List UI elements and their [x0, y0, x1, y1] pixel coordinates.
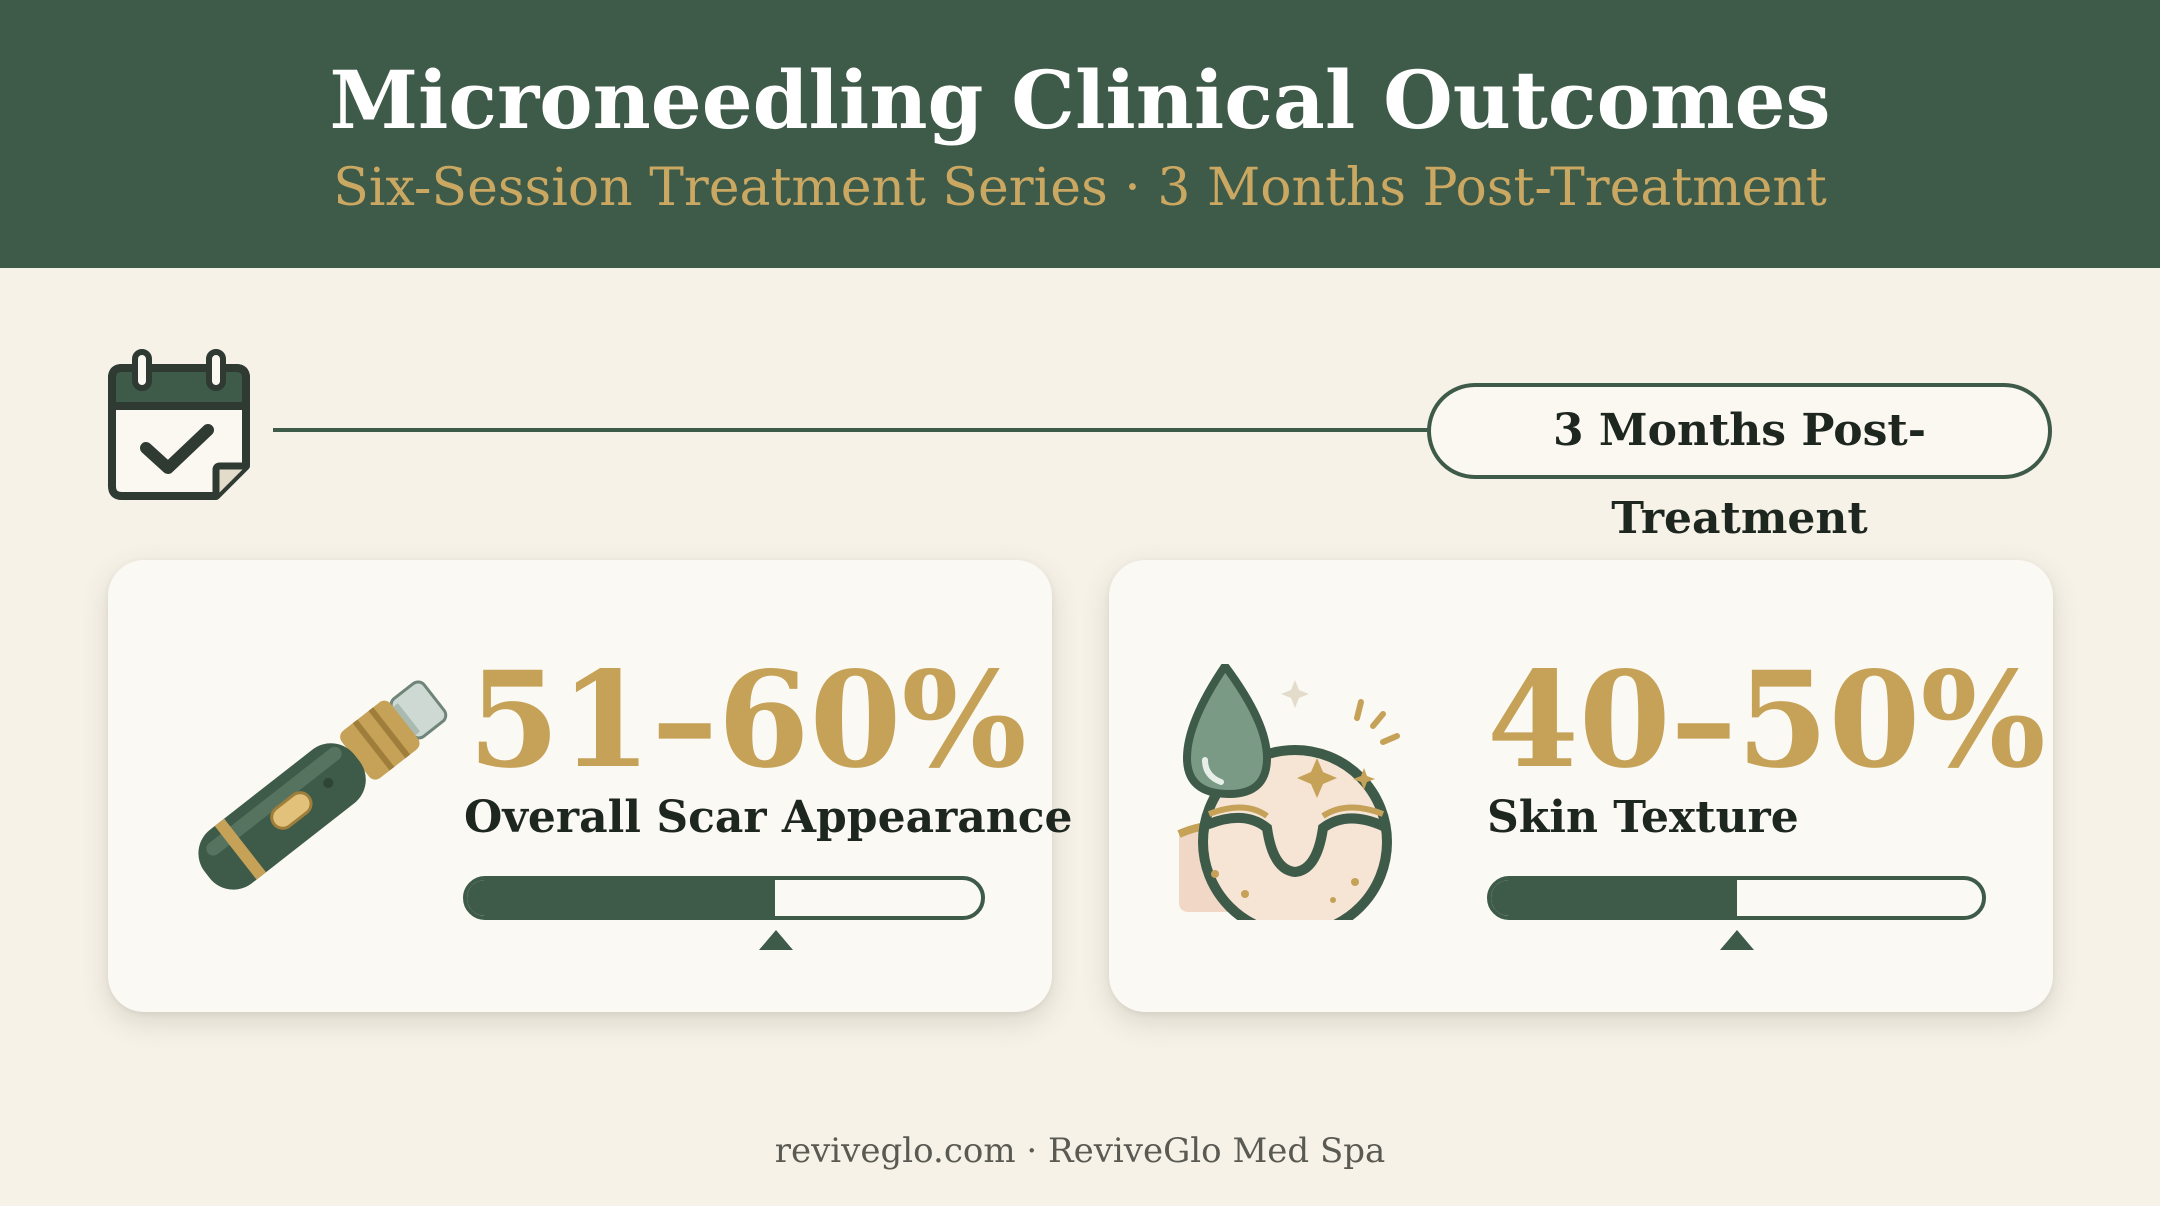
microneedling-pen-icon	[198, 680, 448, 890]
progress-bar-fill	[467, 880, 776, 916]
progress-marker-icon	[759, 930, 794, 950]
stat-value: 40–50%	[1487, 643, 2046, 798]
calendar-check-icon	[108, 349, 250, 500]
header-banner: Microneedling Clinical Outcomes Six-Sess…	[0, 0, 2160, 268]
stat-card-scar-appearance: 51–60% Overall Scar Appearance	[108, 560, 1073, 1012]
stat-value: 51–60%	[468, 643, 1027, 798]
progress-marker-icon	[1719, 930, 1754, 950]
stat-card-skin-texture: 40–50% Skin Texture	[1109, 560, 2053, 1012]
progress-bar-fill	[1491, 880, 1737, 916]
stat-label: Skin Texture	[1487, 792, 1799, 843]
stat-label: Overall Scar Appearance	[464, 792, 1073, 843]
page-title: Microneedling Clinical Outcomes	[329, 53, 1831, 147]
footer-credit: reviveglo.com · ReviveGlo Med Spa	[774, 1131, 1386, 1171]
timeline-line	[273, 428, 1431, 432]
skin-droplet-icon	[1177, 664, 1400, 920]
timeline-label-pill: 3 Months Post-Treatment	[1427, 383, 2052, 544]
page-subtitle: Six-Session Treatment Series · 3 Months …	[333, 158, 1827, 218]
progress-bar	[1487, 876, 1986, 920]
progress-bar	[463, 876, 985, 920]
